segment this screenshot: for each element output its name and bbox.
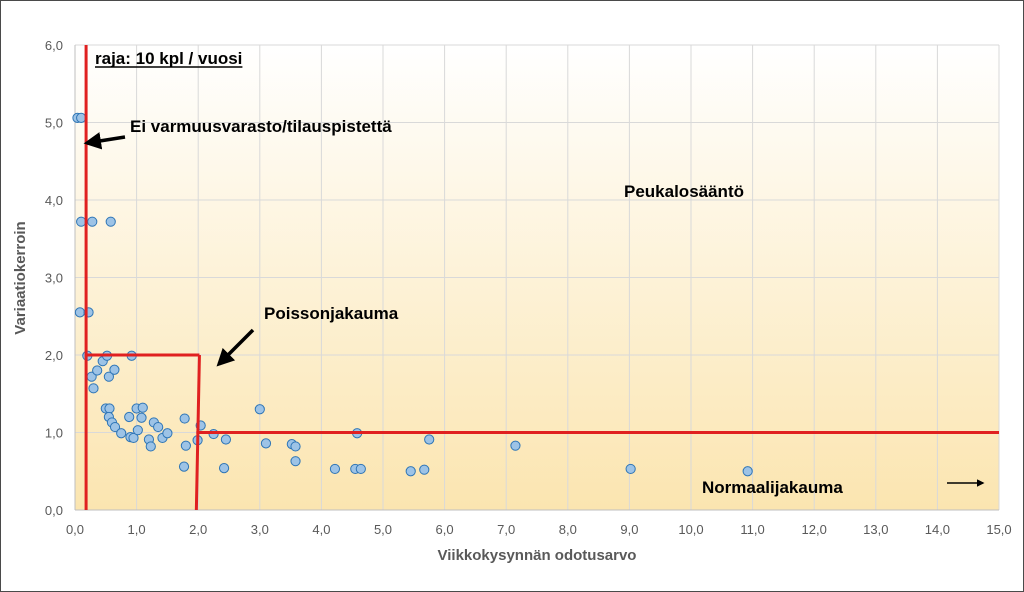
x-tick-label: 10,0 [678,522,703,537]
data-point [87,216,98,227]
axes [74,45,999,511]
data-point [208,428,219,440]
data-point [742,466,753,477]
x-tick-label: 13,0 [863,522,888,537]
x-tick-label: 12,0 [802,522,827,537]
data-point [128,432,139,444]
data-point [153,421,164,433]
data-point [145,441,156,452]
data-point [405,466,416,477]
y-tick-label: 0,0 [45,503,63,518]
data-point [104,403,115,414]
data-point [178,461,190,472]
y-axis-title: Variaatiokerroin [12,221,29,334]
x-tick-label: 5,0 [374,522,392,537]
data-point [329,463,341,475]
x-tick-label: 6,0 [436,522,454,537]
data-point [162,428,173,439]
data-point [290,456,301,467]
data-point [218,463,230,474]
data-point [510,440,521,451]
annotation-normaalijakauma: Normaalijakauma [702,478,843,497]
data-point [136,412,147,423]
data-point [124,411,135,423]
data-point [220,434,232,445]
x-tick-label: 1,0 [128,522,146,537]
data-point [419,464,430,475]
data-point [76,112,87,123]
x-tick-label: 9,0 [620,522,638,537]
y-tick-label: 5,0 [45,116,63,131]
x-axis-title: Viikkokysynnän odotusarvo [438,547,637,564]
data-point [424,434,435,445]
data-point [132,425,143,436]
boundary-lines [84,45,999,511]
data-point [260,438,272,449]
data-point [625,463,636,475]
x-tick-label: 14,0 [925,522,950,537]
x-tick-label: 3,0 [251,522,269,537]
data-point [180,440,191,451]
arrow-poissonjakauma [216,328,255,367]
annotation-raja: raja: 10 kpl / vuosi [95,49,242,68]
tick-labels: 0,0 1,0 2,0 3,0 4,0 5,0 6,0 7,0 8,0 9,0 10,0 11,0 12… [45,38,1012,537]
arrow-ei-varmuusvarasto [83,132,126,150]
y-tick-label: 1,0 [45,426,63,441]
data-point [254,404,265,415]
data-point [105,216,116,227]
data-point [92,365,103,376]
x-tick-label: 11,0 [740,522,764,537]
data-point [179,413,190,424]
annotation-peukalosaanto: Peukalosääntö [624,182,744,201]
x-tick-label: 0,0 [66,522,84,537]
y-tick-label: 3,0 [45,271,63,286]
annotation-ei-varmuusvarasto: Ei varmuusvarasto/tilauspistettä [130,117,392,136]
data-point [290,441,301,452]
data-point [109,421,121,433]
data-point [103,371,114,382]
y-tick-label: 6,0 [45,38,63,53]
y-tick-label: 2,0 [45,348,63,363]
x-tick-label: 15,0 [986,522,1011,537]
data-point [88,383,99,394]
x-tick-label: 8,0 [559,522,577,537]
data-point [355,463,366,475]
data-point [109,364,120,375]
x-tick-label: 7,0 [497,522,515,537]
data-point [137,402,148,413]
annotation-poissonjakauma: Poissonjakauma [264,304,399,323]
data-point [116,428,127,439]
x-tick-label: 4,0 [312,522,330,537]
y-tick-label: 4,0 [45,193,63,208]
data-point [74,307,86,318]
data-point [76,216,87,227]
x-tick-label: 2,0 [189,522,207,537]
data-points [72,112,753,477]
